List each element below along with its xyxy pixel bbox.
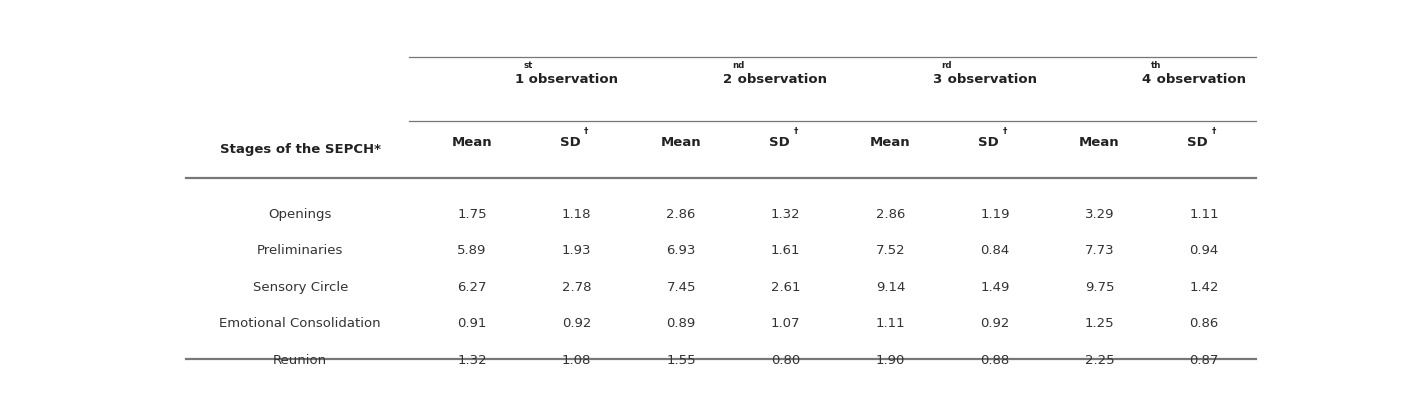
Text: Mean: Mean (1080, 136, 1120, 149)
Text: 0.92: 0.92 (980, 317, 1009, 330)
Text: st: st (523, 61, 533, 70)
Text: †: † (794, 126, 798, 136)
Text: 5.89: 5.89 (457, 244, 486, 258)
Text: 1.32: 1.32 (771, 208, 801, 221)
Text: 1.90: 1.90 (876, 354, 906, 367)
Text: 2.86: 2.86 (876, 208, 906, 221)
Text: observation: observation (733, 73, 827, 86)
Text: 1.25: 1.25 (1085, 317, 1115, 330)
Text: 7.45: 7.45 (666, 281, 695, 294)
Text: 0.86: 0.86 (1189, 317, 1218, 330)
Text: 0.92: 0.92 (562, 317, 592, 330)
Text: 9.75: 9.75 (1085, 281, 1115, 294)
Text: 1.11: 1.11 (1189, 208, 1218, 221)
Text: 0.94: 0.94 (1189, 244, 1218, 258)
Text: †: † (585, 126, 589, 136)
Text: 3.29: 3.29 (1085, 208, 1115, 221)
Text: Emotional Consolidation: Emotional Consolidation (219, 317, 381, 330)
Text: Sensory Circle: Sensory Circle (252, 281, 348, 294)
Text: SD: SD (979, 136, 998, 149)
Text: observation: observation (1152, 73, 1246, 86)
Text: †: † (1002, 126, 1007, 136)
Text: SD: SD (559, 136, 580, 149)
Text: Mean: Mean (871, 136, 911, 149)
Text: observation: observation (524, 73, 618, 86)
Text: 0.89: 0.89 (666, 317, 695, 330)
Text: Mean: Mean (451, 136, 492, 149)
Text: 7.73: 7.73 (1085, 244, 1115, 258)
Text: 1.18: 1.18 (562, 208, 592, 221)
Text: Preliminaries: Preliminaries (257, 244, 343, 258)
Text: Mean: Mean (660, 136, 701, 149)
Text: 1.93: 1.93 (562, 244, 592, 258)
Text: 3: 3 (932, 73, 942, 86)
Text: 0.91: 0.91 (457, 317, 486, 330)
Text: 9.14: 9.14 (876, 281, 906, 294)
Text: SD: SD (1187, 136, 1209, 149)
Text: 2.25: 2.25 (1085, 354, 1115, 367)
Text: 0.84: 0.84 (980, 244, 1009, 258)
Text: 6.27: 6.27 (457, 281, 486, 294)
Text: 1.61: 1.61 (771, 244, 801, 258)
Text: 0.80: 0.80 (771, 354, 801, 367)
Text: Stages of the SEPCH*: Stages of the SEPCH* (220, 143, 381, 156)
Text: 4: 4 (1141, 73, 1151, 86)
Text: 1.11: 1.11 (875, 317, 906, 330)
Text: 2.78: 2.78 (562, 281, 592, 294)
Text: Openings: Openings (269, 208, 332, 221)
Text: 2.86: 2.86 (666, 208, 695, 221)
Text: 1.49: 1.49 (980, 281, 1009, 294)
Text: 1.55: 1.55 (666, 354, 695, 367)
Text: 0.88: 0.88 (980, 354, 1009, 367)
Text: †: † (1211, 126, 1216, 136)
Text: 1: 1 (515, 73, 523, 86)
Text: 7.52: 7.52 (875, 244, 906, 258)
Text: Reunion: Reunion (273, 354, 327, 367)
Text: th: th (1151, 61, 1161, 70)
Text: 1.42: 1.42 (1189, 281, 1218, 294)
Text: 6.93: 6.93 (666, 244, 695, 258)
Text: 1.07: 1.07 (771, 317, 801, 330)
Text: 1.19: 1.19 (980, 208, 1009, 221)
Text: observation: observation (942, 73, 1036, 86)
Text: 2: 2 (723, 73, 732, 86)
Text: 1.75: 1.75 (457, 208, 486, 221)
Text: 2.61: 2.61 (771, 281, 801, 294)
Text: SD: SD (768, 136, 789, 149)
Text: 0.87: 0.87 (1189, 354, 1218, 367)
Text: 1.32: 1.32 (457, 354, 486, 367)
Text: 1.08: 1.08 (562, 354, 592, 367)
Text: rd: rd (942, 61, 952, 70)
Text: nd: nd (732, 61, 744, 70)
